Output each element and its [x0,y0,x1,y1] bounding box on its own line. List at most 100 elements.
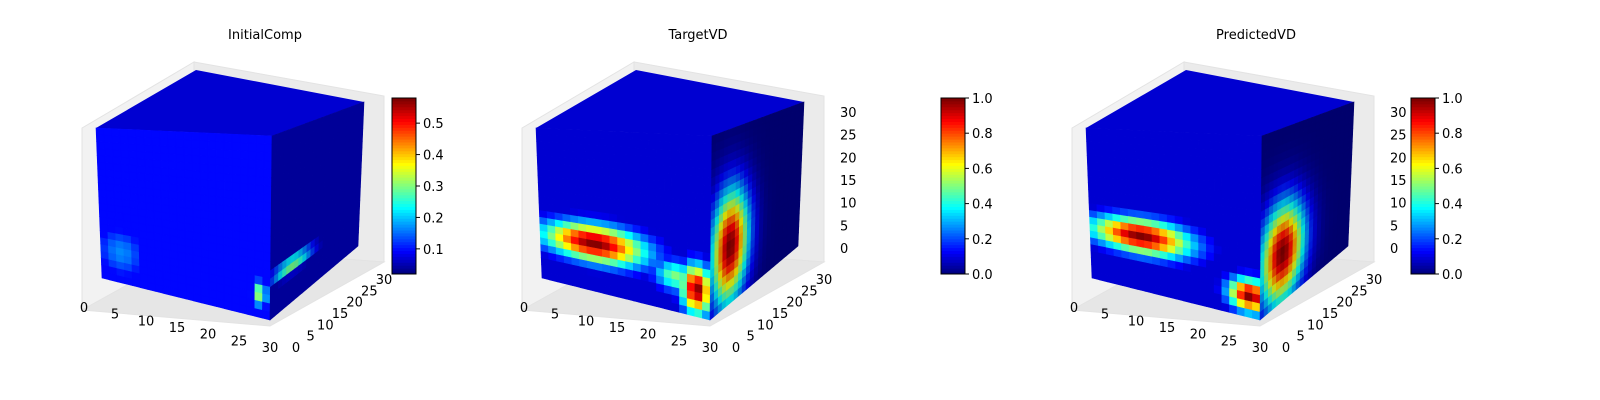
voxel-cell [159,130,169,140]
voxel-cell [1213,228,1223,239]
voxel-cell [608,205,618,215]
voxel-cell [184,215,194,225]
voxel-cell [616,176,625,186]
colorbar: 0.0 0.2 0.4 0.6 0.8 1.0 [940,92,993,283]
colorbar-segment [941,191,965,196]
voxel-cell [671,237,680,249]
colorbar-segment [941,180,965,184]
z-tick-label: 5 [840,219,848,234]
voxel-cell [175,138,185,148]
voxel-cell [1151,204,1160,214]
colorbar-segment [392,224,416,228]
voxel-cell [129,200,139,210]
y-tick-label: 15 [1322,307,1339,322]
voxel-cell [687,199,696,210]
voxel-cell [239,215,248,225]
voxel-cell [648,226,657,237]
colorbar-segment [941,200,965,205]
voxel-cell [600,167,610,177]
voxel-cell [679,198,688,209]
voxel-cell [569,178,578,188]
voxel-cell [104,162,114,171]
voxel-cell [1221,149,1231,160]
voxel-cell [1118,157,1128,166]
voxel-cell [591,130,601,139]
voxel-cell [1205,188,1215,198]
voxel-cell [175,146,185,156]
voxel-cell [671,221,681,232]
colorbar-segment [1411,186,1435,190]
colorbar-segment [392,124,416,128]
voxel-cell [263,201,272,212]
voxel-cell [208,210,217,221]
voxel-cell [679,158,689,168]
voxel-cell [215,148,225,158]
voxel-cell [1336,106,1342,116]
colorbar-segment [1411,230,1435,234]
colorbar-segment [941,118,965,122]
voxel-cell [129,193,139,202]
colorbar-segment [1411,206,1435,210]
x-tick-label: 25 [231,334,248,349]
voxel-cell [703,176,712,187]
voxel-cell [200,225,209,235]
voxel-cell [288,127,294,139]
voxel-cell [607,130,617,140]
voxel-cell [655,141,665,151]
colorbar-segment [1411,144,1435,149]
colorbar-segment [392,136,416,140]
voxel-cell [112,142,121,151]
voxel-cell [624,215,634,225]
voxel-cell [655,148,665,158]
voxel-cell [600,182,610,192]
panel-title: InitialComp [228,28,302,43]
voxel-cell [615,138,625,148]
voxel-cell [1102,156,1112,165]
voxel-cell [239,190,249,201]
voxel-cell [782,107,788,118]
voxel-cell [1182,223,1192,234]
voxel-cell [1158,175,1168,185]
voxel-cell [239,142,249,152]
voxel-cell [231,229,241,240]
voxel-cell [679,223,688,234]
voxel-cell [160,152,169,162]
colorbar-segment [392,109,416,114]
voxel-cell [1095,176,1105,185]
y-tick-label: 20 [1336,296,1353,311]
voxel-cell [1118,150,1128,159]
voxel-cell [536,154,546,164]
voxel-cell [168,205,178,215]
voxel-cell [168,190,178,200]
colorbar-segment [392,209,416,213]
y-tick-label: 10 [757,318,774,333]
voxel-cell [1103,191,1113,200]
colorbar-segment [1411,224,1435,228]
voxel-cell [1190,186,1199,196]
colorbar-segment [1411,130,1435,134]
voxel-cell [648,195,657,205]
voxel-cell [200,201,209,212]
voxel-cell [695,208,704,219]
voxel-cell [640,209,649,220]
voxel-cell [255,225,264,236]
voxel-cell [215,203,225,214]
voxel-cell [317,117,323,127]
voxel-cell [599,145,609,154]
voxel-cell [145,194,154,204]
colorbar-tick-label: 0.6 [1442,162,1463,177]
cube-top-face [536,70,804,136]
voxel-cell [694,241,704,253]
voxel-cell [702,251,712,262]
voxel-cell [679,239,688,250]
voxel-cell [207,187,217,197]
voxel-cell [702,243,712,254]
voxel-cell [128,164,138,174]
voxel-cell [1111,192,1121,201]
voxel-cell [647,132,657,142]
voxel-cell [679,134,689,144]
voxel-cell [215,211,225,222]
voxel-cell [687,240,696,251]
voxel-cell [695,184,704,195]
